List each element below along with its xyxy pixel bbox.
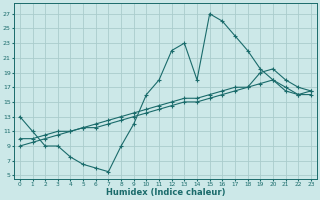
X-axis label: Humidex (Indice chaleur): Humidex (Indice chaleur) [106,188,225,197]
